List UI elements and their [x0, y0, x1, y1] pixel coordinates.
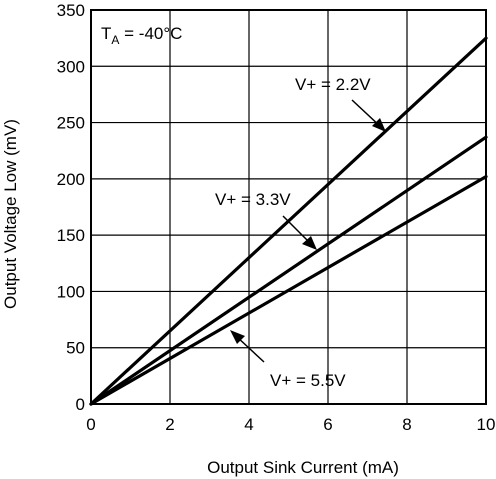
series-line-2	[89, 175, 488, 406]
y-axis-label: Output Voltage Low (mV)	[1, 119, 20, 309]
x-axis-label: Output Sink Current (mA)	[207, 458, 399, 477]
y-tick-label: 50	[66, 339, 85, 358]
y-tick-label: 350	[57, 1, 85, 20]
series-annotations: V+ = 2.2V V+ = 3.3V V+ = 5.5V	[215, 75, 386, 390]
series-label-5v5: V+ = 5.5V	[270, 371, 346, 390]
condition-main: T	[101, 24, 111, 43]
x-tick-label: 8	[402, 415, 411, 434]
y-tick-label: 200	[57, 170, 85, 189]
arrow-3v3-head	[302, 236, 317, 250]
arrow-5v5-shaft	[235, 335, 265, 363]
arrow-2v2-head	[372, 118, 386, 132]
y-tick-label: 300	[57, 57, 85, 76]
condition-label: TA = -40°C	[101, 24, 182, 47]
series-label-3v3: V+ = 3.3V	[215, 190, 291, 209]
x-tick-label: 4	[244, 415, 253, 434]
y-tick-label: 250	[57, 114, 85, 133]
x-tick-label: 0	[86, 415, 95, 434]
series-label-2v2: V+ = 2.2V	[295, 75, 371, 94]
condition-sub: A	[111, 33, 119, 47]
arrow-5v5-head	[230, 330, 245, 344]
y-tick-label: 150	[57, 226, 85, 245]
plot-frame	[90, 9, 487, 405]
y-tick-label: 100	[57, 282, 85, 301]
x-tick-label: 6	[323, 415, 332, 434]
y-tick-label: 0	[76, 395, 85, 414]
x-tick-label: 10	[477, 415, 496, 434]
x-tick-label: 2	[165, 415, 174, 434]
series-line-1	[89, 135, 488, 406]
condition-rest: = -40°C	[119, 24, 182, 43]
